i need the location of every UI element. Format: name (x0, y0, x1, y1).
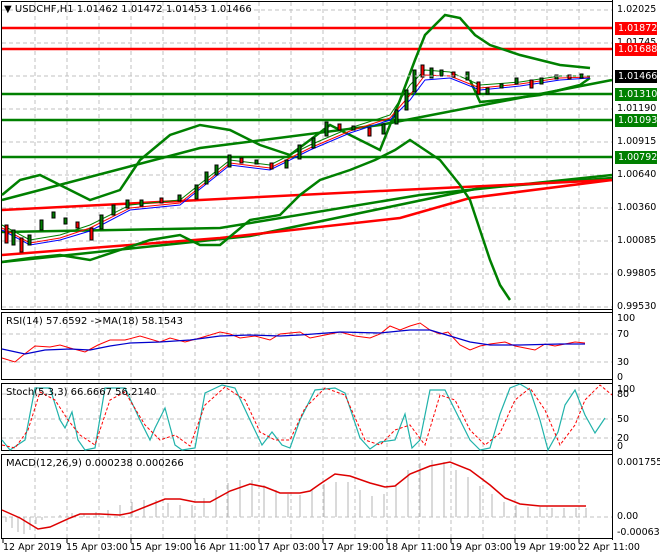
time-label: 18 Apr 11:00 (386, 542, 448, 553)
rsi-line (1, 322, 586, 363)
stoch-level: 80 (617, 389, 630, 400)
price-label: 1.01745 (617, 37, 656, 48)
rsi-ma-line (1, 329, 585, 355)
stoch-d-line (1, 384, 613, 449)
resistance-lines[interactable] (2, 26, 612, 51)
support-tag: 1.01310 (615, 88, 657, 101)
time-label: 16 Apr 11:00 (194, 542, 256, 553)
stoch-level: 0 (617, 441, 624, 452)
rsi-level: 30 (617, 357, 630, 368)
bollinger-bands (1, 13, 591, 301)
candlesticks (4, 64, 584, 253)
time-label: 17 Apr 03:00 (258, 542, 320, 553)
time-label: 17 Apr 19:00 (322, 542, 384, 553)
price-label: 1.00640 (617, 169, 657, 180)
rsi-level: 100 (617, 313, 636, 324)
macd-histogram (5, 460, 587, 534)
price-label: 1.02025 (617, 4, 657, 15)
stoch-level: 50 (617, 414, 630, 425)
support-tag: 1.00792 (615, 151, 657, 164)
price-label: 1.00085 (617, 235, 657, 246)
current-price-tag: 1.01466 (615, 70, 657, 83)
stoch-title: Stoch(5,3,3) 66.6667 56.2140 (6, 387, 157, 398)
price-label: 0.99805 (617, 268, 657, 279)
macd-level: 0.001755 (617, 457, 660, 468)
time-label: 15 Apr 19:00 (130, 542, 192, 553)
collapse-triangle-icon[interactable]: ▼ (4, 4, 12, 15)
resistance-tag: 1.01872 (615, 22, 657, 35)
time-label: 12 Apr 2019 (3, 542, 62, 553)
symbol-label: USDCHF,H1 (14, 4, 74, 15)
price-label: 1.00915 (617, 136, 657, 147)
symbol-title: ▼ USDCHF,H1 1.01462 1.01472 1.01453 1.01… (4, 4, 252, 15)
support-lines[interactable] (2, 92, 612, 159)
time-label: 15 Apr 03:00 (66, 542, 128, 553)
price-label: 1.01190 (617, 103, 657, 114)
time-label: 19 Apr 03:00 (450, 542, 512, 553)
macd-signal-line (1, 461, 586, 530)
time-label: 22 Apr 11:00 (578, 542, 640, 553)
stoch-level: 20 (617, 433, 630, 444)
price-label: 1.00360 (617, 202, 657, 213)
ohlc-values: 1.01462 1.01472 1.01453 1.01466 (76, 4, 252, 15)
stoch-k-line (1, 383, 606, 452)
stoch-level: 100 (617, 384, 636, 395)
rsi-level: 70 (617, 329, 630, 340)
support-tag: 1.01093 (615, 114, 657, 127)
resistance-tag: 1.01688 (615, 43, 657, 56)
price-label: 0.99530 (617, 301, 657, 312)
time-label: 19 Apr 19:00 (514, 542, 576, 553)
rsi-title: RSI(14) 57.6592 ->MA(18) 58.1543 (6, 316, 183, 327)
macd-level: -0.000637 (617, 527, 660, 538)
macd-level: 0.00 (617, 511, 639, 522)
macd-title: MACD(12,26,9) 0.000238 0.000266 (6, 458, 184, 469)
rsi-level: 0 (617, 372, 624, 383)
